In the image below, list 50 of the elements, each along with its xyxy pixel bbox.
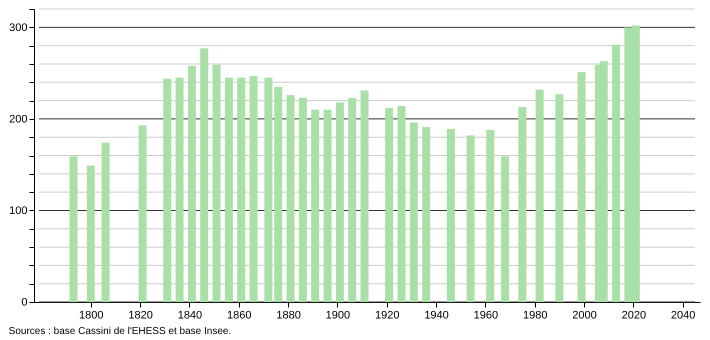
x-tick-label: 1800 [79, 310, 104, 322]
bar [298, 98, 307, 302]
bar [286, 95, 295, 302]
bar [422, 127, 430, 302]
x-tick-label: 1880 [276, 310, 301, 322]
bar [410, 122, 418, 302]
x-tick-label: 2020 [622, 310, 646, 322]
bar [212, 64, 221, 302]
bar [518, 106, 526, 302]
x-tick-label: 1980 [522, 310, 548, 322]
bar [360, 90, 369, 302]
bar [555, 94, 564, 302]
bar [70, 156, 78, 302]
bar [311, 110, 320, 302]
bar [466, 135, 475, 302]
x-tick-label: 2000 [572, 310, 597, 322]
bar [385, 108, 394, 302]
bar [163, 78, 172, 302]
x-tick-label: 1900 [326, 310, 350, 322]
bar [200, 48, 208, 302]
bar [86, 166, 95, 302]
x-tick-label: 2040 [670, 310, 696, 322]
x-tick-label: 1960 [474, 310, 498, 322]
bar [612, 44, 620, 302]
bar [578, 72, 586, 302]
bar [176, 78, 184, 302]
x-tick-label: 1820 [128, 310, 153, 322]
bar [138, 125, 147, 302]
bar [102, 142, 110, 302]
y-tick-label: 100 [9, 204, 28, 217]
y-tick-label: 300 [9, 22, 28, 34]
bar [486, 130, 494, 302]
x-tick-label: 1920 [374, 310, 400, 322]
bar [398, 106, 406, 302]
bar [188, 66, 196, 302]
x-tick-label: 1860 [227, 310, 252, 322]
bar [250, 76, 258, 302]
y-tick-label: 0 [21, 296, 28, 308]
source-note: Sources : base Cassini de l'EHESS et base Insee. [8, 326, 232, 337]
x-tick-label: 1940 [424, 310, 449, 322]
bar [336, 102, 344, 302]
bar [536, 90, 544, 302]
y-tick-label: 200 [9, 113, 28, 126]
bar [348, 98, 356, 302]
bar [446, 128, 455, 302]
bar [324, 110, 332, 302]
bar [237, 78, 246, 302]
x-tick-label: 1840 [178, 310, 202, 322]
bar [224, 78, 233, 302]
bar [501, 156, 510, 302]
